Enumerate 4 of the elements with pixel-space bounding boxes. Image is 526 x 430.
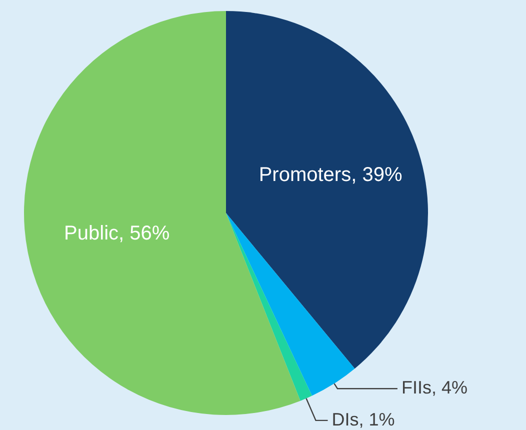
slice-label: DIs, 1% [332, 409, 395, 430]
slice-label: Public, 56% [64, 222, 170, 244]
slice-label: Promoters, 39% [258, 164, 402, 186]
slice-label: FIIs, 4% [401, 378, 468, 398]
